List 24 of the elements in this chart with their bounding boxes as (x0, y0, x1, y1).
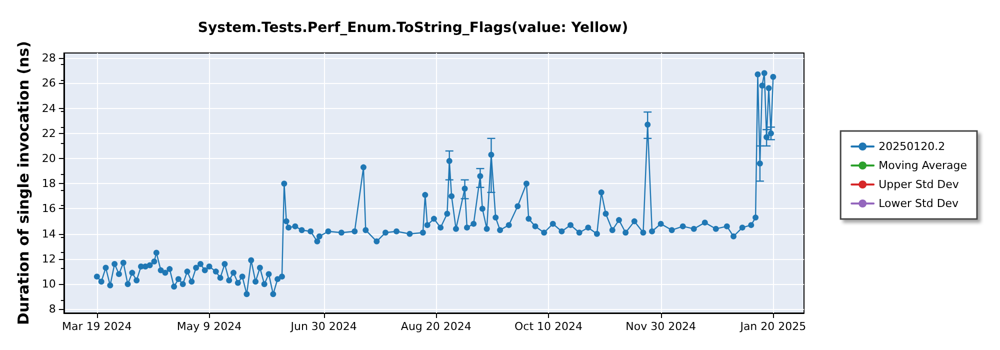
y-tick-label: 12 (42, 252, 56, 266)
legend-label: Upper Std Dev (878, 178, 960, 191)
y-tick-label: 28 (42, 52, 56, 65)
y-tick-label: 10 (42, 278, 56, 291)
x-tick-label: Jun 30 2024 (290, 320, 357, 333)
y-tick-label: 26 (42, 76, 56, 90)
x-tick-label: Mar 19 2024 (62, 320, 132, 333)
chart-title: System.Tests.Perf_Enum.ToString_Flags(value: Yellow) (198, 20, 628, 36)
y-tick-label: 14 (42, 227, 56, 240)
y-tick-label: 16 (42, 202, 56, 216)
x-tick-label: Aug 20 2024 (400, 320, 472, 333)
x-tick-label: Oct 10 2024 (514, 320, 582, 333)
x-tick-label: May 9 2024 (176, 320, 242, 333)
legend-label: Moving Average (878, 159, 968, 172)
y-tick-label: 22 (42, 126, 56, 140)
x-tick-label: Jan 20 2025 (739, 320, 806, 333)
y-tick-label: 18 (42, 177, 56, 190)
y-tick-label: 20 (42, 152, 56, 166)
legend-label: Lower Std Dev (878, 197, 960, 210)
y-tick-label: 8 (48, 302, 56, 316)
y-tick-label: 24 (42, 102, 56, 115)
x-tick-label: Nov 30 2024 (626, 320, 696, 333)
legend-label: 20250120.2 (878, 140, 946, 153)
y-axis-title: Duration of single invocation (ns) (14, 41, 32, 325)
